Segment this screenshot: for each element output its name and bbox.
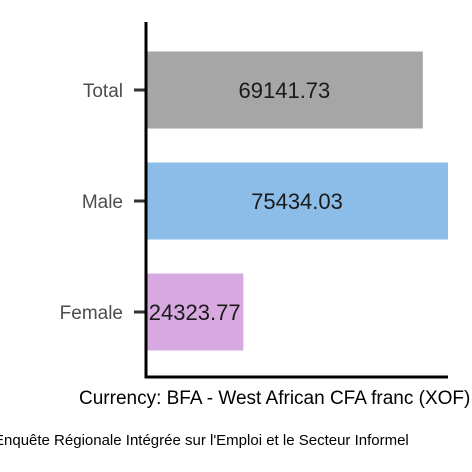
- x-axis-label: Currency: BFA - West African CFA franc (…: [79, 388, 470, 409]
- bar-male: [146, 162, 448, 240]
- value-labels: 69141.73 75434.03 24323.77: [149, 78, 343, 325]
- value-label-total: 69141.73: [239, 78, 331, 103]
- bar-female: [146, 273, 244, 351]
- category-label-total: Total: [83, 81, 123, 102]
- bars-group: [146, 51, 448, 351]
- y-axis-ticks: [134, 88, 146, 314]
- chart-caption: Enquête Régionale Intégrée sur l'Emploi …: [0, 432, 409, 449]
- value-label-male: 75434.03: [251, 189, 343, 214]
- value-label-female: 24323.77: [149, 300, 241, 325]
- bar-total: [146, 51, 423, 129]
- category-label-female: Female: [60, 303, 123, 324]
- category-labels: Total Male Female: [60, 81, 123, 324]
- category-label-male: Male: [82, 192, 123, 213]
